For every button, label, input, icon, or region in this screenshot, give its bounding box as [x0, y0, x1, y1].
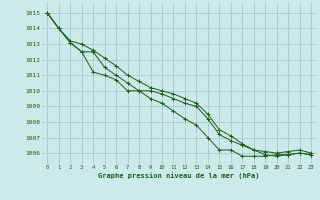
X-axis label: Graphe pression niveau de la mer (hPa): Graphe pression niveau de la mer (hPa) [99, 172, 260, 179]
